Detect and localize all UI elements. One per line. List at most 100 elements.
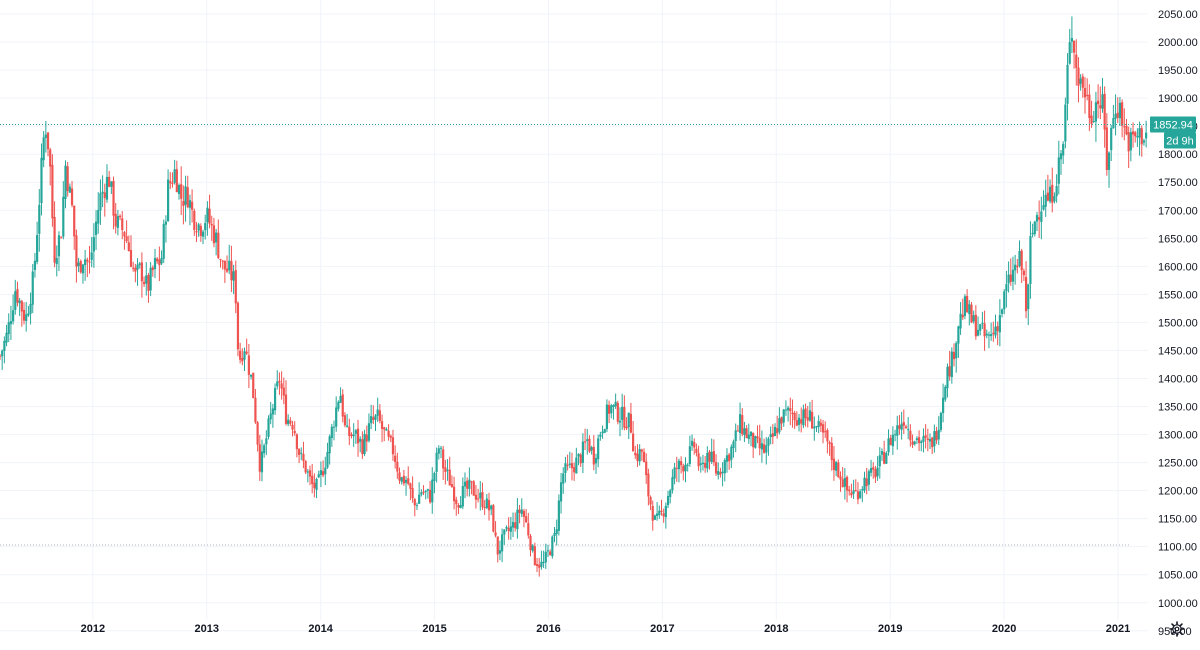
candle-body[interactable] (236, 302, 240, 350)
candle[interactable] (88, 245, 91, 274)
candle-body[interactable] (204, 223, 207, 231)
candle-body[interactable] (535, 564, 539, 566)
candle[interactable] (376, 397, 379, 422)
candle[interactable] (581, 433, 584, 474)
candle-body[interactable] (138, 263, 141, 266)
candle-body[interactable] (708, 451, 711, 462)
candle-body[interactable] (265, 438, 268, 445)
candle-body[interactable] (896, 425, 899, 436)
candle[interactable] (787, 405, 790, 422)
candle-body[interactable] (396, 461, 399, 472)
candle-body[interactable] (169, 181, 172, 184)
candle-body[interactable] (319, 470, 323, 475)
candle-body[interactable] (590, 447, 593, 451)
candle-body[interactable] (1035, 215, 1039, 222)
candle[interactable] (642, 448, 646, 463)
candle[interactable] (16, 281, 19, 307)
candle-body[interactable] (1051, 184, 1054, 203)
candle[interactable] (400, 476, 403, 485)
candle-body[interactable] (498, 550, 502, 554)
candle[interactable] (813, 416, 816, 441)
candle-body[interactable] (7, 322, 10, 335)
candle-body[interactable] (51, 164, 54, 219)
candle[interactable] (782, 408, 785, 427)
candle[interactable] (204, 214, 207, 240)
candle[interactable] (749, 431, 753, 447)
candle-body[interactable] (618, 420, 622, 423)
candle-body[interactable] (324, 467, 327, 475)
candle-body[interactable] (800, 419, 803, 424)
candle[interactable] (418, 482, 421, 504)
candle[interactable] (455, 496, 458, 516)
candle-body[interactable] (361, 439, 364, 455)
candle[interactable] (533, 542, 536, 566)
candle-body[interactable] (754, 436, 757, 448)
candle[interactable] (1077, 57, 1080, 103)
candle[interactable] (583, 428, 587, 450)
candle[interactable] (841, 467, 844, 488)
candle-body[interactable] (232, 271, 235, 281)
candle-body[interactable] (1072, 40, 1076, 53)
candle-body[interactable] (856, 491, 860, 500)
candle[interactable] (957, 325, 960, 358)
candle-body[interactable] (920, 441, 923, 443)
candle[interactable] (145, 262, 148, 296)
candle[interactable] (507, 517, 510, 540)
candle[interactable] (404, 476, 408, 496)
candle-body[interactable] (127, 242, 130, 252)
candle-body[interactable] (998, 315, 1001, 333)
candle[interactable] (1014, 254, 1017, 285)
candle[interactable] (946, 363, 949, 398)
candle[interactable] (815, 425, 818, 432)
candle-body[interactable] (651, 505, 654, 521)
candle-body[interactable] (223, 260, 226, 270)
candle[interactable] (208, 194, 211, 229)
candle[interactable] (219, 258, 222, 268)
candle[interactable] (490, 504, 493, 516)
candle[interactable] (1138, 121, 1141, 156)
candle-body[interactable] (11, 310, 15, 322)
candle-body[interactable] (1103, 93, 1106, 130)
candle[interactable] (114, 203, 117, 234)
candle-body[interactable] (1114, 113, 1117, 119)
candle-body[interactable] (623, 406, 626, 428)
candle[interactable] (221, 260, 224, 270)
candle-body[interactable] (1011, 269, 1015, 282)
candle-body[interactable] (378, 410, 381, 421)
candle-body[interactable] (487, 500, 491, 511)
candle[interactable] (1136, 128, 1139, 147)
candle-body[interactable] (588, 438, 591, 452)
candle-body[interactable] (1070, 38, 1074, 42)
candle[interactable] (549, 549, 552, 556)
candle[interactable] (487, 492, 491, 521)
candle-body[interactable] (415, 505, 419, 507)
candle[interactable] (326, 442, 329, 469)
candle[interactable] (446, 459, 449, 481)
candle-body[interactable] (778, 418, 781, 433)
candle-body[interactable] (151, 267, 154, 271)
candle[interactable] (690, 434, 694, 451)
candle-body[interactable] (946, 366, 949, 389)
candle-body[interactable] (84, 259, 87, 266)
candle-body[interactable] (5, 332, 8, 343)
candle-body[interactable] (1086, 94, 1089, 97)
candle-body[interactable] (885, 452, 888, 464)
candle[interactable] (385, 427, 388, 431)
candle-body[interactable] (46, 132, 50, 150)
candle[interactable] (738, 402, 742, 441)
candle[interactable] (472, 480, 475, 496)
candle[interactable] (249, 374, 253, 380)
candle[interactable] (428, 480, 432, 504)
candle-body[interactable] (697, 453, 700, 467)
candle-body[interactable] (1101, 94, 1104, 109)
candle-body[interactable] (380, 421, 384, 429)
candle[interactable] (1062, 141, 1065, 165)
candle-body[interactable] (284, 394, 288, 424)
candle-body[interactable] (402, 475, 405, 484)
candle-body[interactable] (247, 355, 250, 375)
candle-body[interactable] (142, 281, 146, 285)
candle-body[interactable] (44, 134, 47, 138)
candle[interactable] (917, 430, 921, 452)
candle[interactable] (828, 440, 831, 456)
candle-body[interactable] (542, 561, 545, 563)
